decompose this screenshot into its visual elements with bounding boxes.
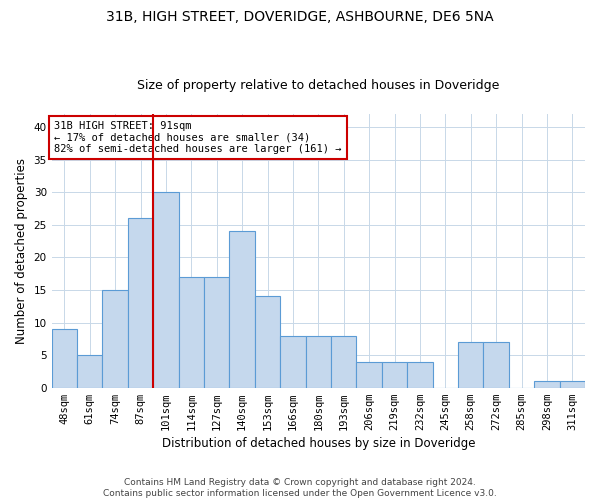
Bar	[52, 329, 77, 388]
Bar	[128, 218, 153, 388]
Bar	[534, 381, 560, 388]
Bar	[153, 192, 179, 388]
X-axis label: Distribution of detached houses by size in Doveridge: Distribution of detached houses by size …	[161, 437, 475, 450]
Bar	[305, 336, 331, 388]
Bar	[382, 362, 407, 388]
Text: Contains HM Land Registry data © Crown copyright and database right 2024.
Contai: Contains HM Land Registry data © Crown c…	[103, 478, 497, 498]
Y-axis label: Number of detached properties: Number of detached properties	[15, 158, 28, 344]
Bar	[484, 342, 509, 388]
Title: Size of property relative to detached houses in Doveridge: Size of property relative to detached ho…	[137, 79, 500, 92]
Bar	[331, 336, 356, 388]
Bar	[560, 381, 585, 388]
Bar	[77, 355, 103, 388]
Text: 31B, HIGH STREET, DOVERIDGE, ASHBOURNE, DE6 5NA: 31B, HIGH STREET, DOVERIDGE, ASHBOURNE, …	[106, 10, 494, 24]
Bar	[179, 277, 204, 388]
Text: 31B HIGH STREET: 91sqm
← 17% of detached houses are smaller (34)
82% of semi-det: 31B HIGH STREET: 91sqm ← 17% of detached…	[55, 121, 342, 154]
Bar	[204, 277, 229, 388]
Bar	[255, 296, 280, 388]
Bar	[458, 342, 484, 388]
Bar	[103, 290, 128, 388]
Bar	[356, 362, 382, 388]
Bar	[229, 232, 255, 388]
Bar	[280, 336, 305, 388]
Bar	[407, 362, 433, 388]
